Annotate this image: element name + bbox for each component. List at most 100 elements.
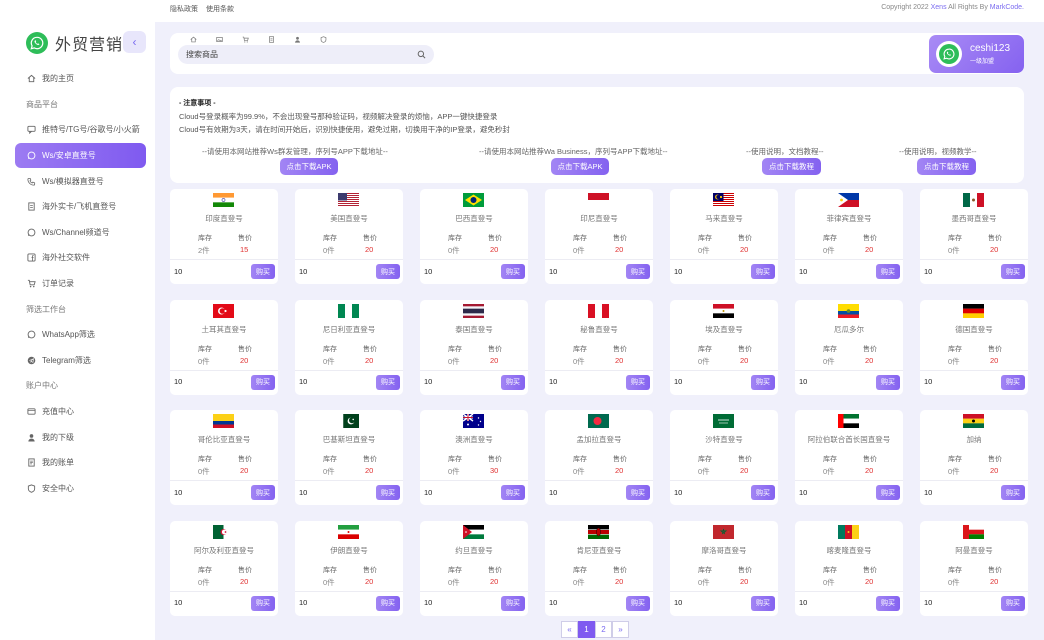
quantity-input[interactable]: [799, 596, 869, 609]
download-apk-wa-business-button[interactable]: 点击下载APK: [551, 158, 609, 175]
quantity-input[interactable]: [924, 486, 994, 498]
quantity-input[interactable]: [299, 596, 369, 609]
quantity-input[interactable]: [674, 375, 744, 388]
quantity-input[interactable]: [674, 486, 744, 498]
buy-button[interactable]: 购买: [1001, 374, 1025, 390]
brand[interactable]: 外贸营销: [26, 31, 123, 55]
home-icon[interactable]: [180, 35, 206, 44]
quantity-input[interactable]: [174, 486, 244, 498]
sidebar-item[interactable]: Ws/模拟器直登号: [0, 168, 155, 194]
buy-button[interactable]: 购买: [626, 374, 650, 390]
buy-button[interactable]: 购买: [876, 595, 900, 611]
quantity-input[interactable]: [799, 265, 869, 277]
download-apk-ws-button[interactable]: 点击下载APK: [280, 158, 338, 175]
quantity-input[interactable]: [424, 486, 494, 498]
quantity-input[interactable]: [799, 486, 869, 498]
quantity-input[interactable]: [424, 596, 494, 609]
next-page-button[interactable]: »: [612, 621, 629, 638]
sidebar-item[interactable]: 订单记录: [0, 271, 155, 297]
quantity-input[interactable]: [924, 596, 994, 609]
quantity-input[interactable]: [674, 596, 744, 609]
buy-button[interactable]: 购买: [251, 595, 275, 611]
image-icon[interactable]: [206, 35, 232, 44]
sidebar-item[interactable]: WhatsApp筛选: [0, 322, 155, 348]
buy-button[interactable]: 购买: [876, 264, 900, 279]
buy-button[interactable]: 购买: [626, 264, 650, 279]
terms-link[interactable]: 使用条款: [205, 6, 234, 13]
buy-button[interactable]: 购买: [501, 595, 525, 611]
quantity-input[interactable]: [174, 265, 244, 277]
copyright-author[interactable]: MarkCode.: [989, 4, 1024, 11]
quantity-input[interactable]: [549, 265, 619, 277]
shield-icon[interactable]: [310, 35, 336, 44]
search-icon[interactable]: [417, 50, 426, 59]
quantity-input[interactable]: [299, 486, 369, 498]
notice-panel: - 注意事项 - Cloud号登录概率为99.9%，不会出现登号那种验证码，视频…: [170, 87, 1024, 183]
sidebar-item[interactable]: 海外社交软件: [0, 245, 155, 271]
prev-page-button[interactable]: «: [561, 621, 578, 638]
download-video-tutorial-button[interactable]: 点击下载教程: [917, 158, 976, 175]
user-icon[interactable]: [284, 35, 310, 44]
buy-button[interactable]: 购买: [751, 595, 775, 611]
buy-button[interactable]: 购买: [1001, 595, 1025, 611]
page-1-button[interactable]: 1: [578, 621, 595, 638]
buy-button[interactable]: 购买: [1001, 264, 1025, 279]
privacy-link[interactable]: 隐私政策: [170, 6, 198, 13]
buy-button[interactable]: 购买: [251, 264, 275, 279]
buy-button[interactable]: 购买: [626, 485, 650, 500]
sidebar-item[interactable]: 充值中心: [0, 399, 155, 425]
stock-value: 0件: [198, 356, 210, 366]
quantity-input[interactable]: [174, 596, 244, 609]
buy-button[interactable]: 购买: [376, 485, 400, 500]
buy-button[interactable]: 购买: [376, 374, 400, 390]
quantity-input[interactable]: [424, 265, 494, 277]
buy-button[interactable]: 购买: [376, 264, 400, 279]
quantity-input[interactable]: [299, 265, 369, 277]
buy-button[interactable]: 购买: [1001, 485, 1025, 500]
quantity-input[interactable]: [549, 596, 619, 609]
buy-button[interactable]: 购买: [751, 374, 775, 390]
quantity-input[interactable]: [424, 375, 494, 388]
sidebar-item[interactable]: Telegram筛选: [0, 348, 155, 374]
sidebar-item[interactable]: Ws/Channel频道号: [0, 220, 155, 246]
buy-button[interactable]: 购买: [501, 374, 525, 390]
quantity-input[interactable]: [799, 375, 869, 388]
sidebar-item[interactable]: 推特号/TG号/谷歌号/小火箭: [0, 117, 155, 143]
cart-icon[interactable]: [232, 35, 258, 44]
quantity-input[interactable]: [549, 375, 619, 388]
quantity-input[interactable]: [299, 375, 369, 388]
sidebar-item[interactable]: 安全中心: [0, 476, 155, 502]
quantity-input[interactable]: [674, 265, 744, 277]
search-input[interactable]: [186, 50, 417, 59]
copyright-brand[interactable]: Xens: [930, 4, 947, 11]
quantity-input[interactable]: [549, 486, 619, 498]
whatsapp-icon: [26, 330, 36, 340]
sidebar-item[interactable]: 我的账单: [0, 450, 155, 476]
bill-icon: [26, 458, 36, 468]
buy-button[interactable]: 购买: [751, 485, 775, 500]
document-icon[interactable]: [258, 35, 284, 44]
stock-label: 库存: [823, 235, 837, 242]
price-label: 售价: [488, 566, 502, 574]
quantity-input[interactable]: [924, 375, 994, 388]
page-2-button[interactable]: 2: [595, 621, 612, 638]
sidebar-item[interactable]: 海外实卡/飞机直登号: [0, 194, 155, 220]
user-card[interactable]: ceshi123 一级加盟: [929, 35, 1024, 73]
buy-button[interactable]: 购买: [501, 264, 525, 279]
sidebar-item[interactable]: Ws/安卓直登号: [15, 142, 146, 169]
collapse-sidebar-button[interactable]: ‹: [123, 31, 146, 53]
buy-button[interactable]: 购买: [751, 264, 775, 279]
buy-button[interactable]: 购买: [251, 374, 275, 390]
sidebar-item[interactable]: 我的下级: [0, 424, 155, 450]
buy-button[interactable]: 购买: [876, 485, 900, 500]
download-doc-tutorial-button[interactable]: 点击下载教程: [762, 158, 821, 175]
buy-button[interactable]: 购买: [876, 374, 900, 390]
quantity-input[interactable]: [924, 265, 994, 277]
sidebar-item[interactable]: 我的主页: [0, 66, 155, 92]
buy-button[interactable]: 购买: [626, 595, 650, 611]
buy-button[interactable]: 购买: [376, 595, 400, 611]
price-value: 20: [240, 466, 249, 475]
buy-button[interactable]: 购买: [251, 485, 275, 500]
buy-button[interactable]: 购买: [501, 485, 525, 500]
quantity-input[interactable]: [174, 375, 244, 388]
